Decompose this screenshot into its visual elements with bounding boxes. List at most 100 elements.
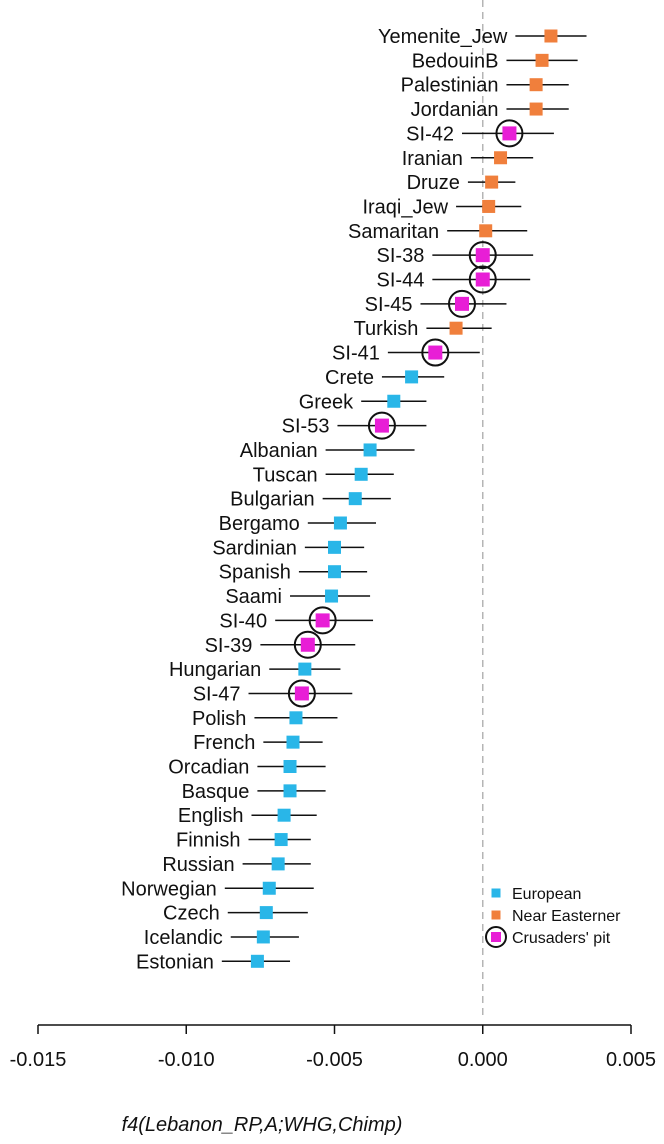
- point-ring: [447, 289, 476, 318]
- point-ring: [468, 265, 497, 294]
- point-marker: [449, 321, 463, 335]
- point-label: French: [193, 732, 255, 754]
- point-ring: [293, 630, 322, 659]
- point-marker: [328, 565, 341, 579]
- point-marker: [354, 467, 368, 481]
- data-row: Basque: [182, 781, 326, 803]
- point-label: Iranian: [402, 148, 463, 170]
- point-label: Iraqi_Jew: [362, 196, 448, 218]
- point-label: Basque: [182, 781, 250, 803]
- data-row: SI-42: [406, 119, 554, 148]
- point-label: Bergamo: [219, 513, 300, 535]
- legend-entry: Near Easterner: [491, 908, 621, 925]
- point-marker: [298, 662, 312, 676]
- point-marker: [348, 492, 362, 506]
- point-label: Greek: [299, 391, 354, 413]
- point-marker: [294, 686, 309, 701]
- point-label: Turkish: [354, 318, 419, 340]
- point-label: Norwegian: [121, 878, 217, 900]
- legend-label: Near Easterner: [512, 908, 621, 925]
- legend-ring: [485, 926, 507, 948]
- legend: European Near Easterner Crusaders' pit: [485, 886, 621, 948]
- data-row: Finnish: [176, 830, 311, 852]
- data-row: Estonian: [136, 951, 291, 973]
- point-ring: [308, 606, 337, 635]
- point-marker: [529, 78, 543, 92]
- data-row: Yemenite_Jew: [378, 26, 587, 48]
- data-row: Orcadian: [168, 757, 326, 779]
- point-marker: [374, 418, 389, 433]
- point-marker: [283, 760, 297, 773]
- point-label: Sardinian: [212, 537, 297, 559]
- point-label: Bulgarian: [230, 489, 315, 511]
- point-marker: [428, 345, 443, 360]
- point-label: SI-42: [406, 123, 454, 145]
- data-row: SI-44: [377, 265, 531, 294]
- point-marker: [475, 248, 490, 263]
- data-row: SI-38: [377, 241, 534, 270]
- point-label: Spanish: [219, 562, 291, 584]
- point-label: SI-38: [377, 245, 425, 267]
- data-row: Druze: [407, 172, 516, 194]
- point-marker: [387, 394, 401, 408]
- point-marker: [454, 296, 469, 311]
- point-marker: [529, 102, 543, 116]
- data-row: Polish: [192, 708, 338, 730]
- data-row: Turkish: [354, 318, 492, 340]
- point-marker: [286, 735, 300, 749]
- point-label: Samaritan: [348, 221, 439, 243]
- data-row: Bergamo: [219, 513, 377, 535]
- point-label: English: [178, 805, 244, 827]
- x-tick-label: 0.000: [458, 1049, 508, 1071]
- point-marker: [271, 857, 285, 871]
- legend-entry: Crusaders' pit: [485, 926, 611, 948]
- legend-swatch: [491, 888, 501, 898]
- point-marker: [363, 443, 377, 457]
- data-row: Palestinian: [401, 75, 569, 97]
- data-row: Tuscan: [253, 464, 394, 486]
- data-row: Samaritan: [348, 221, 528, 243]
- point-label: Estonian: [136, 951, 214, 973]
- data-row: Sardinian: [212, 537, 365, 559]
- x-tick-label: -0.005: [306, 1049, 363, 1071]
- point-marker: [405, 370, 419, 384]
- data-row: SI-53: [282, 411, 427, 440]
- point-label: Hungarian: [169, 659, 261, 681]
- point-ring: [367, 411, 396, 440]
- point-label: Icelandic: [144, 927, 223, 949]
- point-marker: [479, 224, 493, 238]
- point-label: Russian: [162, 854, 234, 876]
- point-label: SI-47: [193, 683, 241, 705]
- data-row: Spanish: [219, 562, 368, 584]
- point-marker: [259, 906, 273, 920]
- point-marker: [277, 808, 291, 822]
- legend-label: European: [512, 886, 581, 903]
- point-marker: [333, 516, 347, 530]
- point-label: Tuscan: [253, 464, 318, 486]
- point-label: Czech: [163, 903, 220, 925]
- point-marker: [283, 784, 297, 798]
- data-row: Jordanian: [411, 99, 569, 121]
- data-row: Russian: [162, 854, 311, 876]
- data-row: Icelandic: [144, 927, 299, 949]
- point-label: SI-40: [219, 610, 267, 632]
- data-row: Czech: [163, 903, 308, 925]
- point-ring: [421, 338, 450, 367]
- point-label: SI-39: [205, 635, 253, 657]
- point-label: Orcadian: [168, 757, 249, 779]
- data-row: Saami: [225, 586, 371, 608]
- data-row: BedouinB: [412, 50, 578, 72]
- point-marker: [328, 540, 341, 554]
- point-ring: [468, 241, 497, 270]
- point-marker: [485, 175, 499, 189]
- point-label: Jordanian: [411, 99, 499, 121]
- point-marker: [315, 613, 330, 628]
- point-label: SI-53: [282, 416, 330, 438]
- point-marker: [475, 272, 490, 287]
- legend-entry: European: [491, 886, 581, 903]
- legend-label: Crusaders' pit: [512, 930, 611, 947]
- data-row: Greek: [299, 391, 427, 413]
- data-row: SI-47: [193, 679, 353, 708]
